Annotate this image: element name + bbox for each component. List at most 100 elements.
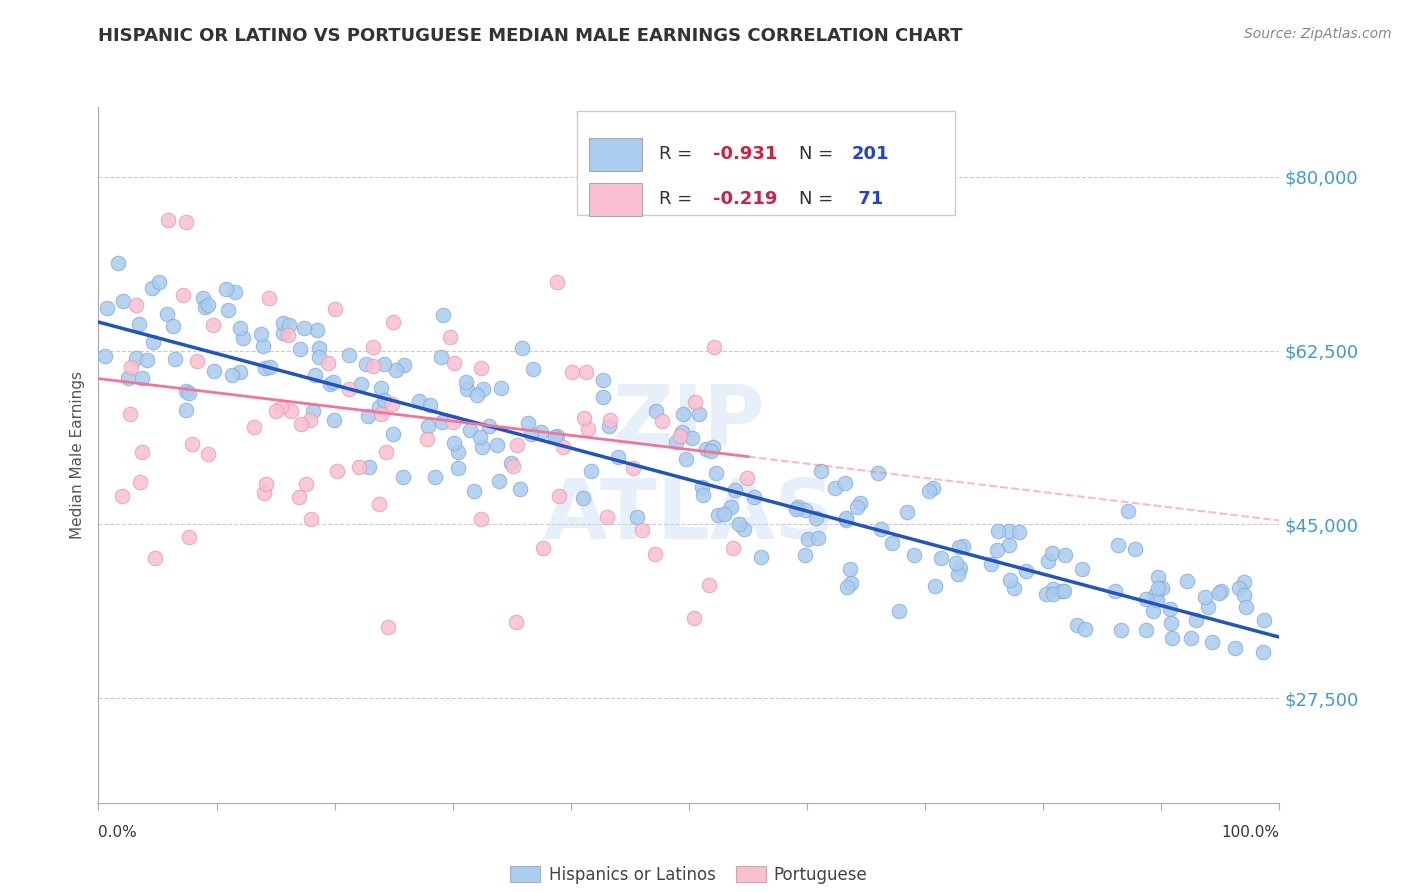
- Point: [1015, 564, 1038, 578]
- Point: [131, 445, 153, 459]
- Point: [688, 408, 710, 422]
- Point: [270, 400, 292, 414]
- Point: [392, 358, 415, 372]
- Point: [252, 339, 274, 353]
- Point: [804, 511, 827, 525]
- Point: [1161, 631, 1184, 645]
- Point: [470, 511, 492, 525]
- Point: [478, 418, 501, 433]
- Point: [128, 318, 150, 332]
- Point: [948, 566, 970, 581]
- Point: [845, 500, 868, 515]
- Point: [749, 550, 772, 565]
- Point: [319, 376, 342, 391]
- Point: [264, 403, 287, 417]
- Point: [350, 377, 373, 392]
- Point: [120, 359, 142, 374]
- Point: [1123, 542, 1146, 557]
- Point: [1142, 604, 1164, 618]
- Point: [546, 275, 568, 289]
- Point: [215, 282, 238, 296]
- Legend: Hispanics or Latinos, Portuguese: Hispanics or Latinos, Portuguese: [502, 857, 876, 892]
- Point: [471, 382, 494, 396]
- Point: [835, 580, 858, 594]
- Point: [323, 301, 346, 316]
- Point: [707, 508, 730, 523]
- Point: [96, 301, 118, 316]
- Text: N =: N =: [799, 190, 839, 208]
- Text: R =: R =: [659, 190, 699, 208]
- Point: [191, 291, 214, 305]
- Point: [581, 464, 603, 478]
- Point: [299, 512, 322, 526]
- Point: [502, 458, 524, 473]
- Point: [1185, 613, 1208, 627]
- Point: [631, 523, 654, 537]
- Point: [733, 522, 755, 536]
- Point: [197, 447, 219, 461]
- Point: [866, 466, 889, 480]
- Point: [1111, 623, 1133, 637]
- Point: [986, 543, 1008, 558]
- Point: [1036, 553, 1059, 567]
- Point: [949, 561, 972, 575]
- Point: [509, 482, 531, 496]
- Point: [194, 300, 217, 314]
- Point: [896, 505, 918, 519]
- Point: [181, 436, 204, 450]
- Point: [439, 330, 461, 344]
- Point: [221, 368, 243, 383]
- Point: [794, 548, 817, 562]
- Point: [354, 357, 377, 371]
- Point: [337, 382, 360, 396]
- Point: [668, 429, 690, 443]
- Point: [651, 414, 673, 428]
- Text: R =: R =: [659, 145, 699, 162]
- Point: [370, 381, 392, 395]
- Point: [373, 357, 395, 371]
- Point: [429, 351, 451, 365]
- Point: [128, 475, 150, 489]
- Text: 201: 201: [852, 145, 890, 162]
- Point: [157, 213, 180, 227]
- Point: [572, 410, 595, 425]
- Point: [111, 489, 134, 503]
- Point: [839, 562, 862, 576]
- Point: [432, 416, 454, 430]
- Point: [546, 429, 568, 443]
- Point: [217, 303, 239, 318]
- Point: [408, 394, 430, 409]
- Point: [416, 418, 439, 433]
- Point: [288, 491, 311, 505]
- Point: [1227, 582, 1250, 596]
- FancyBboxPatch shape: [576, 111, 955, 215]
- Point: [197, 298, 219, 312]
- Point: [1194, 590, 1216, 604]
- Point: [224, 285, 246, 299]
- Point: [797, 532, 820, 546]
- Point: [998, 524, 1021, 538]
- Point: [592, 373, 614, 387]
- Point: [1150, 581, 1173, 595]
- Point: [165, 351, 187, 366]
- Point: [1002, 581, 1025, 595]
- Point: [835, 512, 858, 526]
- Point: [870, 522, 893, 536]
- Point: [1147, 581, 1170, 595]
- Point: [929, 551, 952, 566]
- Point: [156, 307, 179, 321]
- Point: [288, 342, 311, 356]
- Point: [375, 444, 398, 458]
- Point: [1197, 600, 1219, 615]
- Point: [377, 620, 399, 634]
- Point: [1175, 574, 1198, 588]
- Point: [697, 578, 720, 592]
- Point: [522, 361, 544, 376]
- Point: [576, 422, 599, 436]
- Point: [232, 330, 254, 344]
- Point: [370, 407, 392, 421]
- Point: [692, 488, 714, 502]
- Point: [516, 417, 538, 431]
- Point: [945, 556, 967, 570]
- Point: [548, 489, 571, 503]
